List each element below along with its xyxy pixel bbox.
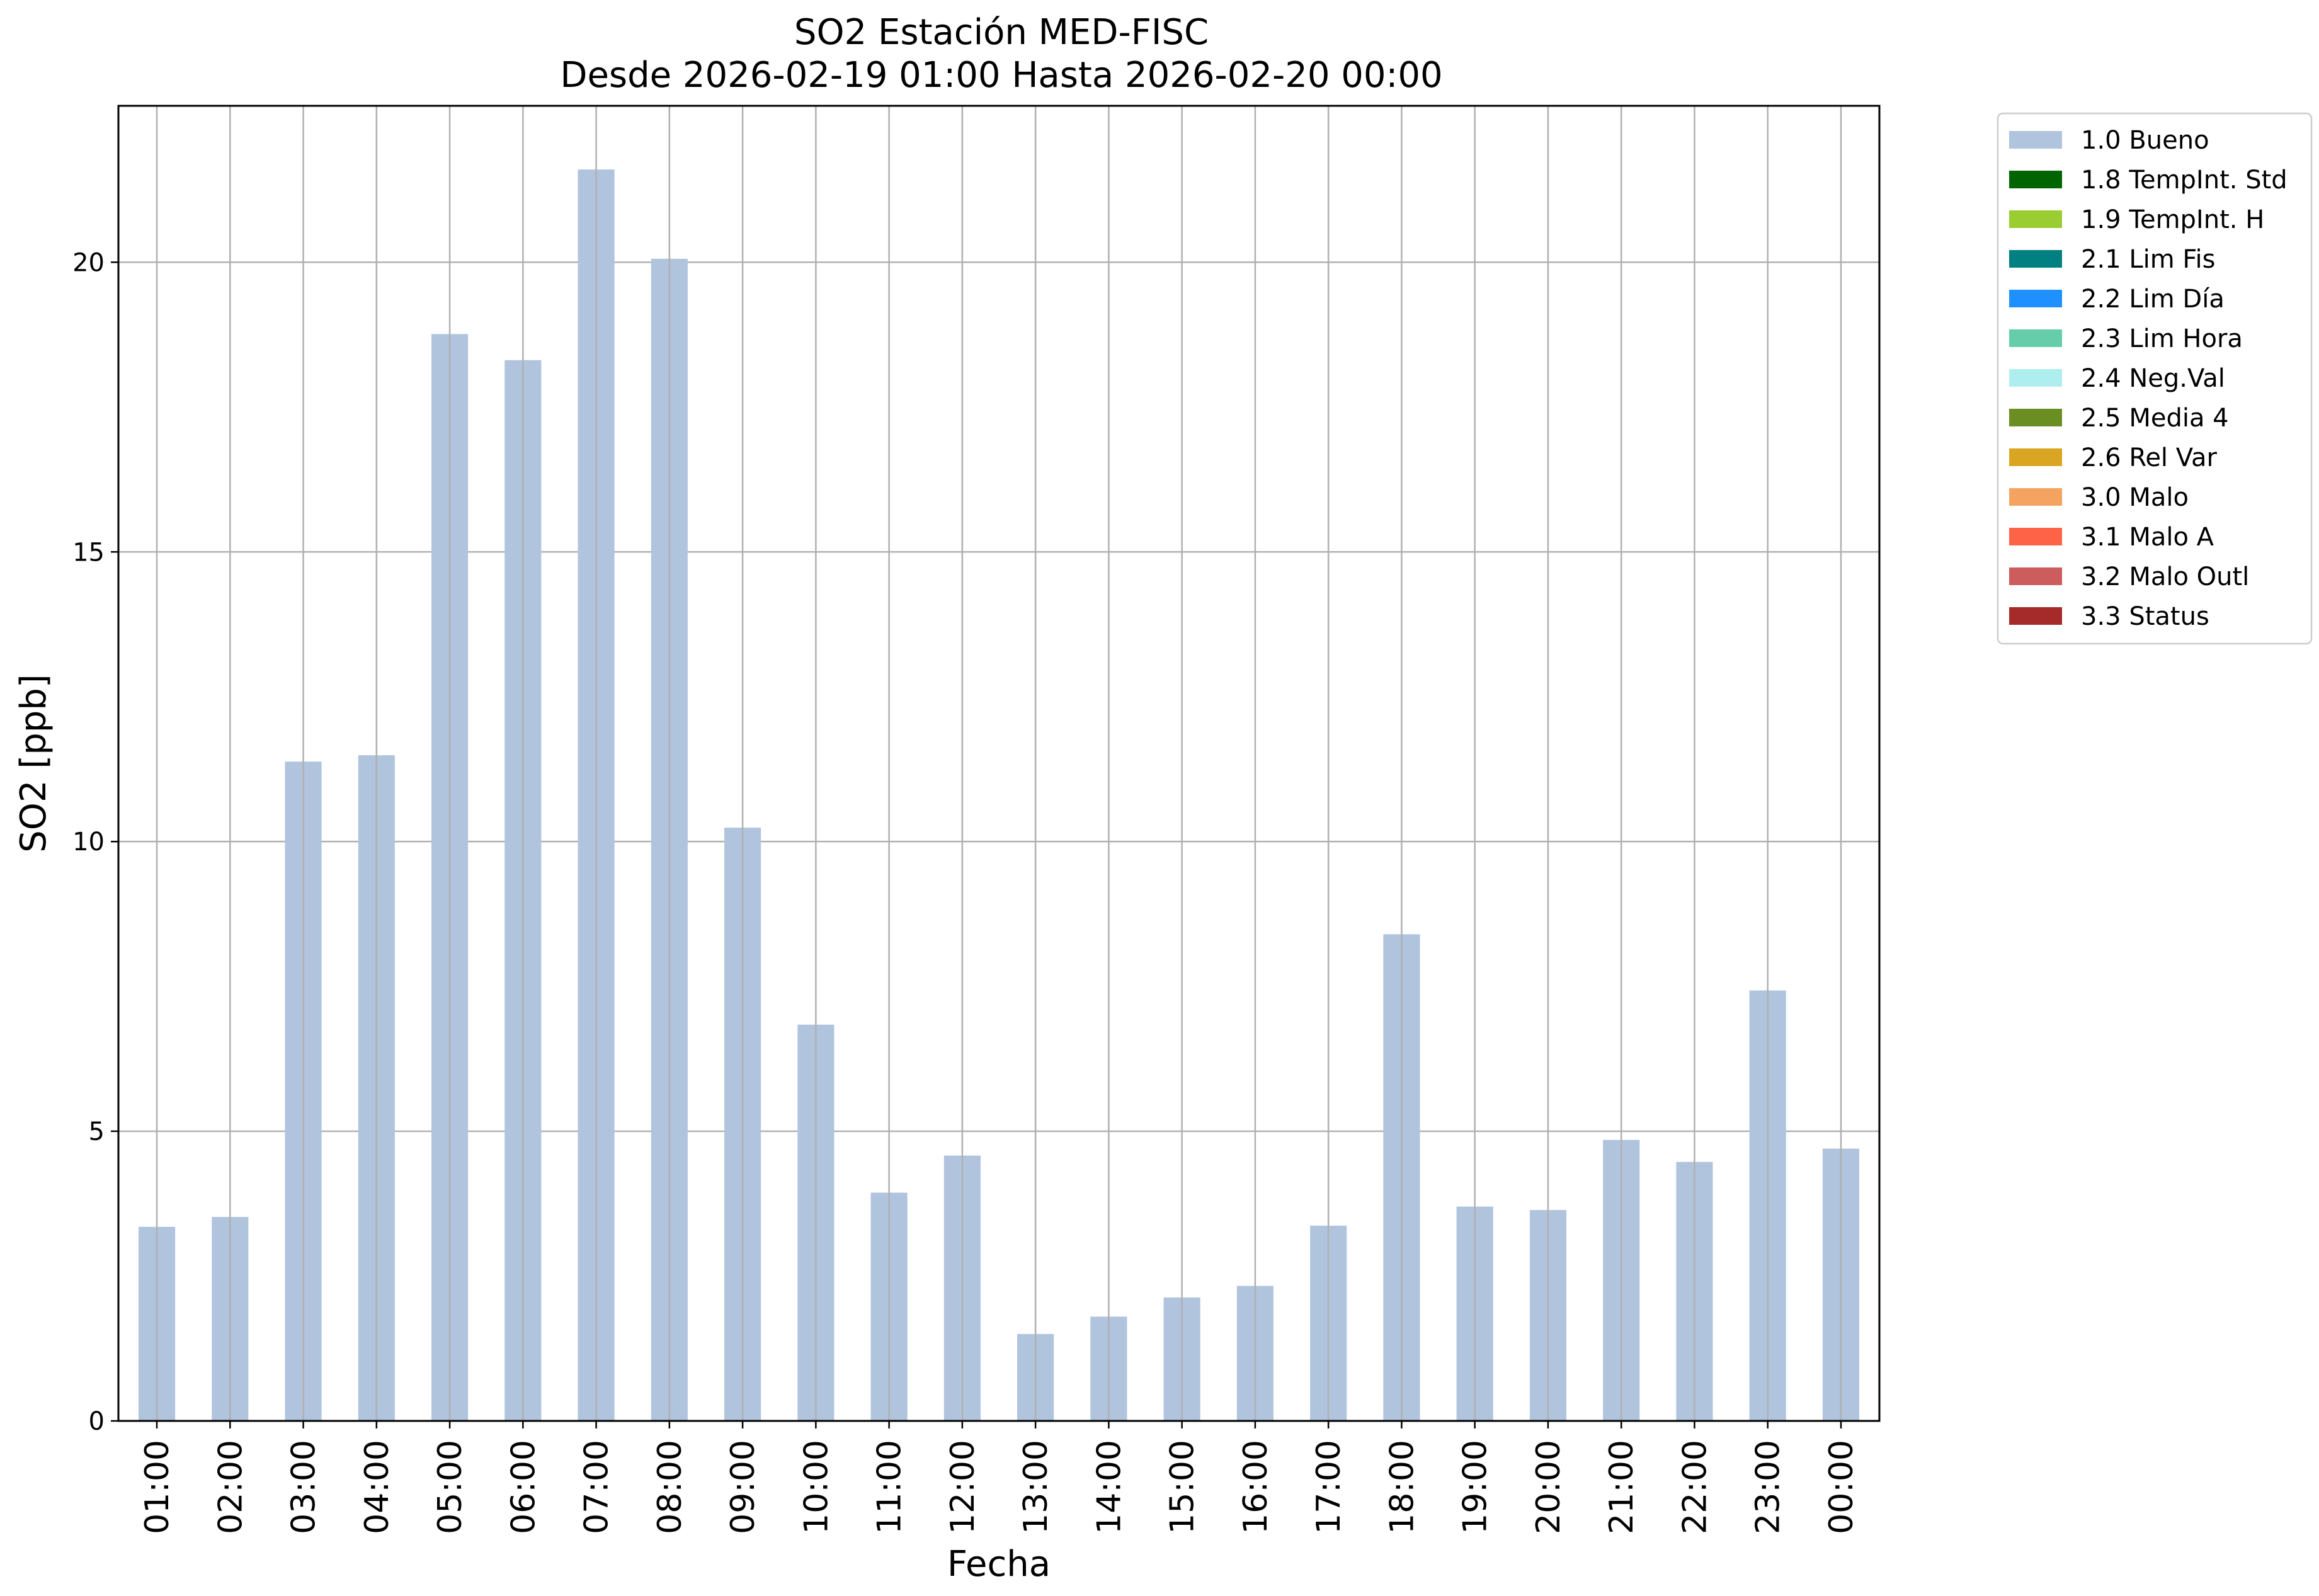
legend-label: 2.6 Rel Var	[2081, 443, 2218, 472]
vertical-grid-lines	[156, 106, 1842, 1421]
legend-label: 1.0 Bueno	[2081, 126, 2209, 155]
x-tick-label: 12:00	[944, 1440, 982, 1534]
legend-swatch	[2009, 210, 2062, 228]
x-tick-label: 15:00	[1164, 1440, 1202, 1534]
legend-label: 1.9 TempInt. H	[2081, 205, 2264, 234]
x-tick-label: 21:00	[1603, 1440, 1641, 1534]
y-tick-label: 10	[72, 828, 105, 857]
y-tick-label: 20	[72, 248, 105, 277]
x-tick-label: 02:00	[212, 1440, 249, 1534]
x-tick-label: 01:00	[139, 1440, 176, 1534]
legend-swatch	[2009, 171, 2062, 188]
y-tick-label: 15	[72, 538, 105, 567]
x-tick-label: 11:00	[871, 1440, 909, 1534]
x-tick-label: 06:00	[504, 1440, 542, 1534]
x-axis-label: Fecha	[947, 1544, 1051, 1585]
x-tick-label: 10:00	[797, 1440, 835, 1534]
x-tick-label: 04:00	[358, 1440, 396, 1534]
x-tick-label: 08:00	[651, 1440, 689, 1534]
legend-label: 2.4 Neg.Val	[2081, 364, 2225, 393]
chart-subtitle: Desde 2026-02-19 01:00 Hasta 2026-02-20 …	[560, 55, 1442, 96]
x-tick-label: 07:00	[578, 1440, 616, 1534]
plot-frame	[117, 105, 1881, 1422]
legend-swatch	[2009, 290, 2062, 307]
x-tick-label: 16:00	[1237, 1440, 1275, 1534]
y-tick-label: 5	[89, 1117, 105, 1146]
x-tick-label: 13:00	[1017, 1440, 1055, 1534]
x-tick-label: 05:00	[431, 1440, 469, 1534]
legend-swatch	[2009, 250, 2062, 268]
legend-label: 3.1 Malo A	[2081, 523, 2214, 552]
legend-label: 3.2 Malo Outl	[2081, 562, 2249, 591]
legend-box	[1997, 112, 2313, 645]
y-axis-ticks: 0 5 10 15 20	[72, 248, 118, 1436]
y-tick-label: 0	[89, 1407, 105, 1436]
legend-swatch	[2009, 448, 2062, 466]
legend-swatch	[2009, 607, 2062, 625]
legend: 1.0 Bueno 1.8 TempInt. Std 1.9 TempInt. H 2…	[1997, 112, 2313, 645]
legend-swatch	[2009, 369, 2062, 387]
legend-label: 3.0 Malo	[2081, 483, 2189, 512]
x-tick-label: 09:00	[724, 1440, 762, 1534]
x-tick-label: 19:00	[1457, 1440, 1495, 1534]
chart-title: SO2 Estación MED-FISC	[794, 12, 1209, 53]
legend-label: 2.2 Lim Día	[2081, 285, 2225, 314]
legend-label: 2.1 Lim Fis	[2081, 245, 2215, 274]
x-tick-label: 20:00	[1530, 1440, 1568, 1534]
legend-swatch	[2009, 329, 2062, 347]
legend-label: 2.5 Media 4	[2081, 404, 2229, 433]
legend-swatch	[2009, 409, 2062, 426]
legend-swatch	[2009, 488, 2062, 506]
x-tick-label: 14:00	[1090, 1440, 1128, 1534]
legend-swatch	[2009, 528, 2062, 545]
x-tick-label: 00:00	[1823, 1440, 1860, 1534]
x-tick-label: 23:00	[1750, 1440, 1787, 1534]
legend-swatch	[2009, 131, 2062, 149]
legend-label: 3.3 Status	[2081, 602, 2209, 631]
legend-label: 2.3 Lim Hora	[2081, 324, 2243, 353]
x-axis-ticks: 01:00 02:00 03:00 04:00 05:00 06:00 07:00 08:00…	[139, 1421, 1860, 1534]
legend-label: 1.8 TempInt. Std	[2081, 166, 2288, 195]
x-tick-label: 18:00	[1383, 1440, 1421, 1534]
x-tick-label: 22:00	[1676, 1440, 1714, 1534]
x-tick-label: 03:00	[285, 1440, 323, 1534]
x-tick-label: 17:00	[1310, 1440, 1348, 1534]
y-axis-label: SO2 [ppb]	[13, 674, 54, 852]
legend-swatch	[2009, 567, 2062, 585]
